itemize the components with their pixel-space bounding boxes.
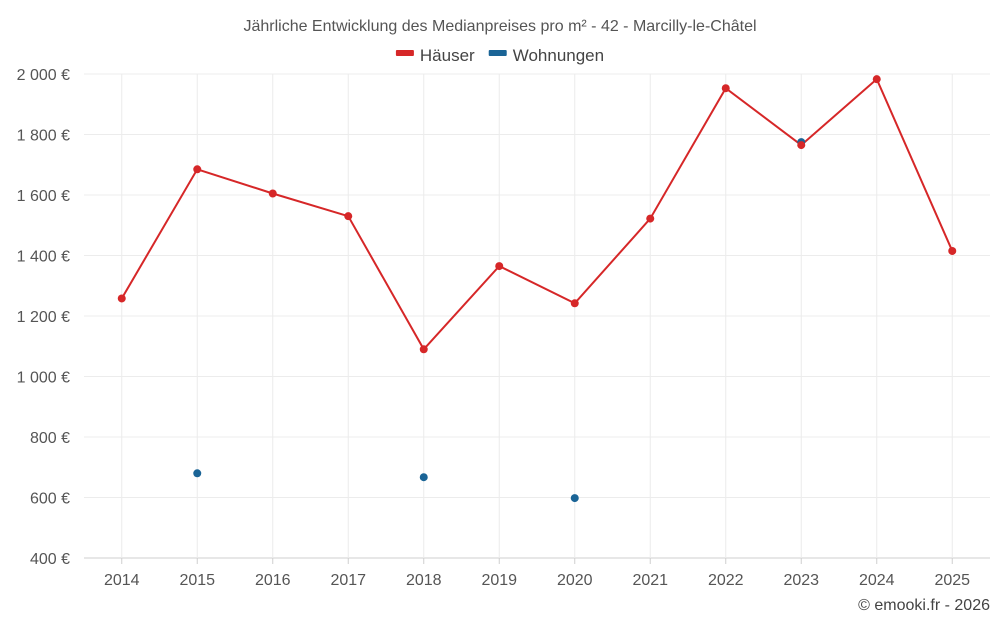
x-tick-label: 2015	[179, 572, 215, 589]
legend-label: Wohnungen	[513, 46, 604, 65]
x-tick-label: 2025	[934, 572, 970, 589]
data-point[interactable]	[344, 212, 353, 221]
legend-swatch	[488, 50, 507, 56]
data-point[interactable]	[419, 345, 428, 354]
y-tick-label: 600 €	[30, 491, 70, 508]
y-tick-label: 1 400 €	[17, 249, 70, 266]
chart-title: Jährliche Entwicklung des Medianpreises …	[243, 18, 756, 35]
x-tick-label: 2019	[481, 572, 517, 589]
y-tick-label: 2 000 €	[17, 67, 70, 84]
credit: © emooki.fr - 2026	[858, 597, 990, 614]
y-axis: 400 € 600 € 800 € 1 000 € 1 200 € 1 400 € 1 60…	[17, 67, 70, 568]
data-point[interactable]	[495, 262, 504, 271]
series-line-0	[120, 77, 954, 351]
x-tick-label: 2022	[708, 572, 744, 589]
data-point[interactable]	[193, 165, 202, 174]
y-tick-label: 1 200 €	[17, 309, 70, 326]
series-layer	[117, 75, 957, 503]
data-point[interactable]	[268, 189, 277, 198]
y-tick-label: 1 000 €	[17, 370, 70, 387]
legend: Häuser Wohnungen	[395, 46, 604, 65]
data-point[interactable]	[797, 141, 806, 150]
x-tick-label: 2014	[104, 572, 140, 589]
x-tick-label: 2017	[330, 572, 366, 589]
x-tick-label: 2020	[557, 572, 593, 589]
data-point[interactable]	[721, 84, 730, 93]
x-tick-label: 2023	[783, 572, 819, 589]
legend-label: Häuser	[420, 46, 475, 65]
data-point[interactable]	[872, 75, 881, 84]
data-point[interactable]	[646, 214, 655, 223]
data-point[interactable]	[419, 473, 428, 482]
data-point[interactable]	[948, 246, 957, 255]
data-point[interactable]	[570, 494, 579, 503]
x-tick-label: 2024	[859, 572, 895, 589]
legend-item[interactable]: Häuser	[395, 46, 475, 65]
legend-item[interactable]: Wohnungen	[488, 46, 604, 65]
x-tick-label: 2018	[406, 572, 442, 589]
grid	[84, 73, 990, 559]
y-tick-label: 400 €	[30, 551, 70, 568]
y-tick-label: 1 800 €	[17, 128, 70, 145]
data-point[interactable]	[117, 294, 126, 303]
data-point[interactable]	[193, 469, 202, 478]
x-tick-label: 2016	[255, 572, 291, 589]
y-tick-label: 1 600 €	[17, 188, 70, 205]
y-tick-label: 800 €	[30, 430, 70, 447]
x-axis: 2014 2015 2016 2017 2018 2019 2020 2021 2022 2023…	[104, 558, 970, 589]
x-tick-label: 2021	[632, 572, 668, 589]
data-point[interactable]	[570, 299, 579, 308]
legend-swatch	[395, 50, 414, 56]
